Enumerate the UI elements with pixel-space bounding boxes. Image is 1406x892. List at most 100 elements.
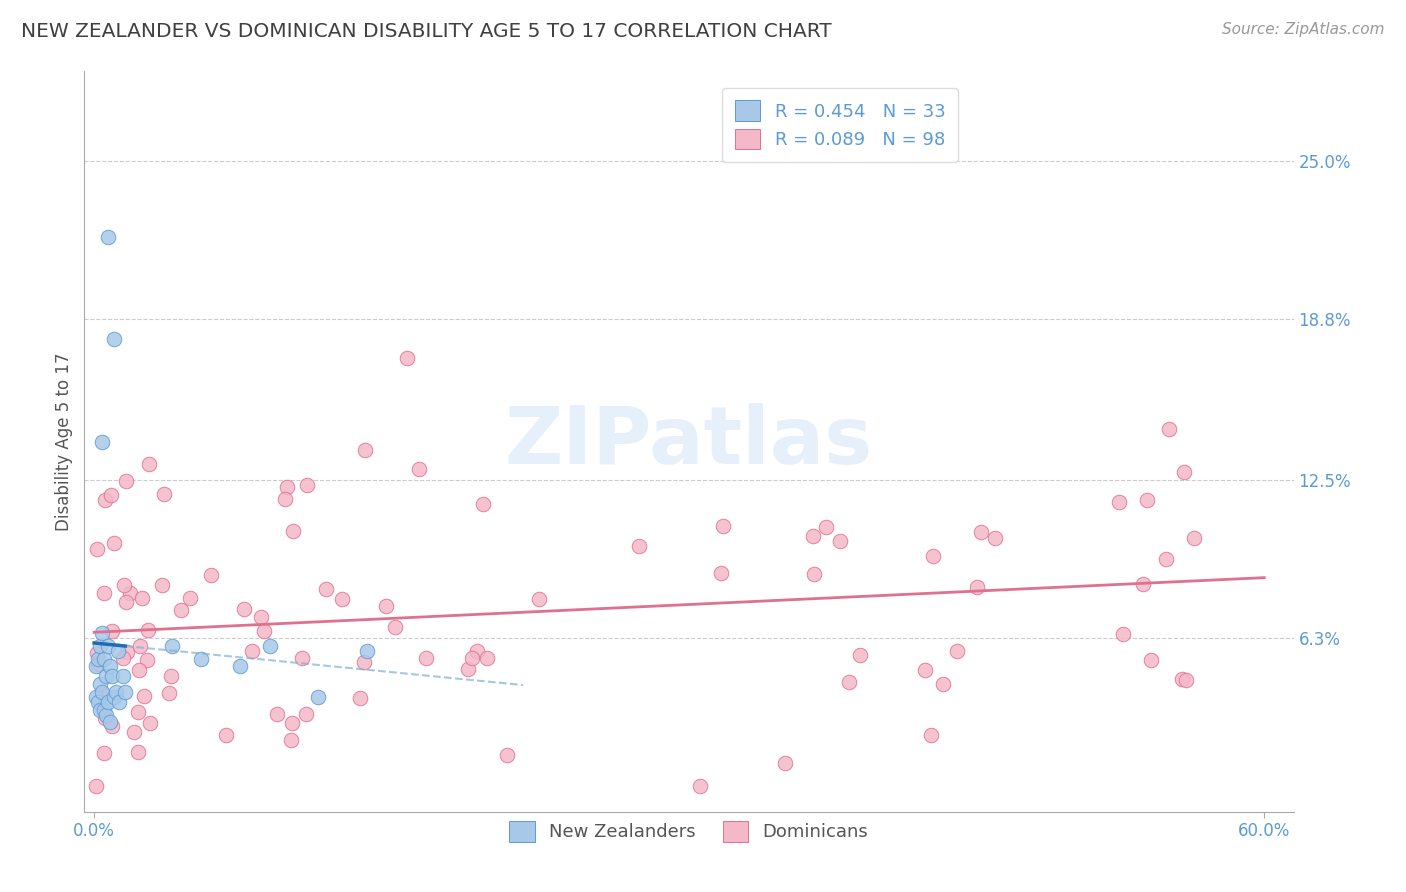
Point <box>94 707 117 722</box>
Legend: New Zealanders, Dominicans: New Zealanders, Dominicans <box>496 808 882 855</box>
Point <box>233 601 256 615</box>
Point <box>157 686 180 700</box>
Point <box>97 230 120 244</box>
Point <box>801 529 824 543</box>
Point <box>259 639 281 653</box>
Point <box>914 663 936 677</box>
Point <box>97 695 120 709</box>
Point <box>127 745 149 759</box>
Text: NEW ZEALANDER VS DOMINICAN DISABILITY AGE 5 TO 17 CORRELATION CHART: NEW ZEALANDER VS DOMINICAN DISABILITY AG… <box>21 22 832 41</box>
Point <box>932 677 955 691</box>
Point <box>803 566 825 581</box>
Point <box>117 645 139 659</box>
Point <box>179 591 201 606</box>
Point <box>1171 672 1194 686</box>
Point <box>280 732 302 747</box>
Point <box>1154 552 1177 566</box>
Point <box>1108 495 1130 509</box>
Point <box>131 591 153 605</box>
Point <box>283 524 305 538</box>
Point <box>1136 492 1159 507</box>
Point <box>1140 653 1163 667</box>
Point <box>138 458 160 472</box>
Point <box>922 549 945 563</box>
Point <box>353 656 375 670</box>
Point <box>384 620 406 634</box>
Point <box>89 677 111 691</box>
Point <box>356 644 378 658</box>
Text: Source: ZipAtlas.com: Source: ZipAtlas.com <box>1222 22 1385 37</box>
Point <box>93 585 115 599</box>
Point <box>1174 673 1197 687</box>
Point <box>200 568 222 582</box>
Point <box>128 640 150 654</box>
Point <box>114 595 136 609</box>
Point <box>475 650 498 665</box>
Y-axis label: Disability Age 5 to 17: Disability Age 5 to 17 <box>55 352 73 531</box>
Point <box>848 648 870 662</box>
Point <box>114 684 136 698</box>
Point <box>90 434 112 449</box>
Point <box>122 725 145 739</box>
Point <box>229 659 252 673</box>
Point <box>98 659 121 673</box>
Point <box>983 531 1005 545</box>
Point <box>711 519 734 533</box>
Point <box>465 644 488 658</box>
Point <box>627 540 650 554</box>
Point <box>87 657 110 672</box>
Point <box>291 650 314 665</box>
Point <box>94 669 117 683</box>
Point <box>104 684 127 698</box>
Point <box>115 474 138 488</box>
Point <box>136 653 159 667</box>
Point <box>150 577 173 591</box>
Point <box>240 643 263 657</box>
Point <box>160 639 183 653</box>
Point <box>349 691 371 706</box>
Point <box>276 480 298 494</box>
Point <box>295 478 318 492</box>
Point <box>689 779 711 793</box>
Point <box>266 707 288 722</box>
Point <box>94 711 117 725</box>
Point <box>415 650 437 665</box>
Point <box>93 703 115 717</box>
Point <box>101 624 124 638</box>
Point <box>945 644 967 658</box>
Point <box>527 592 550 607</box>
Point <box>250 610 273 624</box>
Point <box>108 695 131 709</box>
Point <box>920 728 942 742</box>
Point <box>101 719 124 733</box>
Point <box>90 684 112 698</box>
Point <box>496 747 519 762</box>
Point <box>1182 531 1205 545</box>
Point <box>84 690 107 704</box>
Point <box>127 705 149 719</box>
Point <box>295 707 318 722</box>
Point <box>128 663 150 677</box>
Point <box>97 639 120 653</box>
Point <box>408 461 430 475</box>
Point <box>966 580 988 594</box>
Point <box>1159 422 1181 436</box>
Point <box>100 487 122 501</box>
Point <box>274 491 297 506</box>
Point <box>280 715 302 730</box>
Point <box>103 536 125 550</box>
Point <box>773 756 796 771</box>
Point <box>84 659 107 673</box>
Point <box>1173 465 1195 479</box>
Point <box>461 650 484 665</box>
Point <box>120 586 142 600</box>
Point <box>139 716 162 731</box>
Point <box>315 582 337 596</box>
Point <box>86 646 108 660</box>
Point <box>307 690 329 704</box>
Point <box>153 487 176 501</box>
Point <box>86 542 108 557</box>
Point <box>828 534 851 549</box>
Point <box>332 591 354 606</box>
Point <box>374 599 396 614</box>
